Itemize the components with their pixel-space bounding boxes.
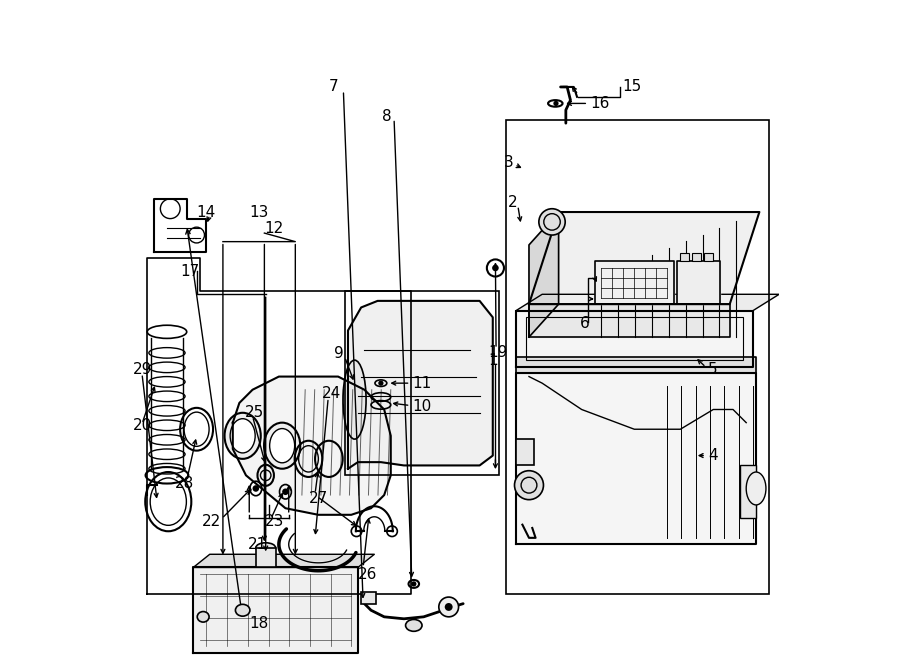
Bar bbox=[361, 592, 375, 603]
Bar bbox=[740, 465, 756, 518]
Ellipse shape bbox=[148, 325, 186, 338]
Ellipse shape bbox=[270, 428, 294, 463]
Text: 16: 16 bbox=[590, 96, 609, 111]
Text: 8: 8 bbox=[382, 109, 392, 124]
Polygon shape bbox=[529, 212, 760, 304]
Ellipse shape bbox=[746, 472, 766, 505]
Circle shape bbox=[515, 471, 544, 500]
Text: 15: 15 bbox=[623, 79, 642, 95]
Circle shape bbox=[411, 581, 417, 586]
Polygon shape bbox=[529, 304, 730, 337]
Circle shape bbox=[445, 603, 453, 611]
Bar bbox=[516, 439, 535, 465]
Bar bbox=[506, 120, 770, 594]
Text: 22: 22 bbox=[202, 514, 220, 529]
Ellipse shape bbox=[256, 543, 275, 553]
Text: 13: 13 bbox=[249, 204, 268, 219]
Text: 24: 24 bbox=[321, 385, 341, 401]
Polygon shape bbox=[194, 555, 374, 567]
Polygon shape bbox=[194, 567, 358, 653]
Bar bbox=[526, 317, 742, 360]
Text: 21: 21 bbox=[248, 537, 267, 552]
Polygon shape bbox=[233, 377, 391, 515]
Circle shape bbox=[253, 485, 259, 492]
Text: 18: 18 bbox=[249, 616, 268, 631]
Polygon shape bbox=[516, 357, 756, 373]
Ellipse shape bbox=[146, 467, 188, 484]
Ellipse shape bbox=[539, 209, 565, 235]
Circle shape bbox=[492, 264, 499, 271]
Text: 14: 14 bbox=[196, 204, 216, 219]
Text: 23: 23 bbox=[265, 514, 284, 529]
Text: 5: 5 bbox=[708, 362, 717, 377]
Ellipse shape bbox=[236, 604, 250, 616]
Polygon shape bbox=[595, 261, 674, 304]
Bar bbox=[680, 253, 688, 261]
Ellipse shape bbox=[230, 418, 256, 453]
Circle shape bbox=[439, 597, 459, 617]
Text: 10: 10 bbox=[412, 399, 431, 414]
Text: 19: 19 bbox=[488, 345, 508, 360]
Polygon shape bbox=[516, 373, 756, 545]
Polygon shape bbox=[677, 261, 720, 304]
Ellipse shape bbox=[225, 412, 261, 459]
Text: 3: 3 bbox=[503, 155, 513, 170]
Polygon shape bbox=[348, 301, 493, 469]
Polygon shape bbox=[516, 294, 779, 311]
Ellipse shape bbox=[406, 619, 422, 631]
Text: 29: 29 bbox=[132, 362, 152, 377]
Text: 9: 9 bbox=[334, 346, 344, 361]
Polygon shape bbox=[516, 311, 752, 367]
Ellipse shape bbox=[264, 422, 301, 469]
Text: 6: 6 bbox=[580, 317, 590, 331]
Circle shape bbox=[554, 100, 559, 106]
Polygon shape bbox=[529, 212, 559, 337]
Text: 20: 20 bbox=[132, 418, 152, 434]
Text: 27: 27 bbox=[309, 491, 328, 506]
Bar bbox=[345, 291, 500, 475]
Ellipse shape bbox=[343, 360, 366, 439]
Text: 12: 12 bbox=[265, 221, 284, 236]
Text: 11: 11 bbox=[412, 375, 431, 391]
Bar bbox=[692, 253, 701, 261]
Text: 26: 26 bbox=[358, 566, 377, 582]
Text: 17: 17 bbox=[180, 264, 200, 279]
Bar bbox=[704, 253, 713, 261]
Text: 28: 28 bbox=[175, 476, 194, 490]
Text: 7: 7 bbox=[328, 79, 338, 95]
Bar bbox=[256, 548, 275, 567]
Ellipse shape bbox=[197, 611, 209, 622]
Text: 1: 1 bbox=[488, 352, 498, 368]
Text: 2: 2 bbox=[508, 194, 518, 210]
Text: 25: 25 bbox=[245, 405, 264, 420]
Text: 4: 4 bbox=[708, 448, 717, 463]
Circle shape bbox=[283, 488, 289, 495]
Circle shape bbox=[378, 381, 383, 386]
